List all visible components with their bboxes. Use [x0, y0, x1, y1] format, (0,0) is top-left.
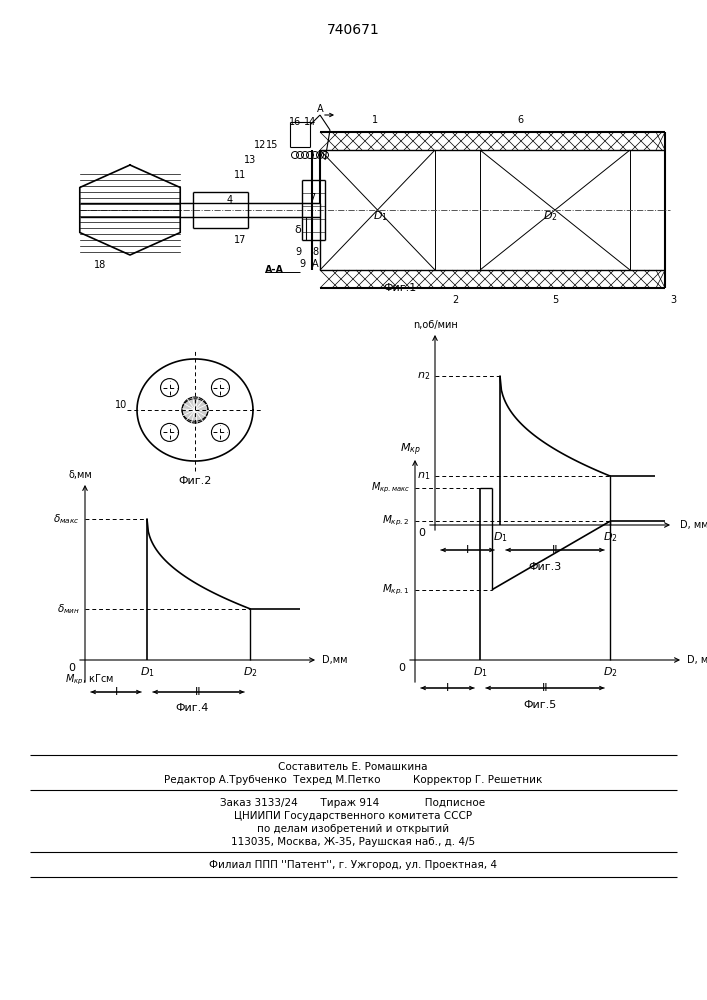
Text: 15: 15 [266, 140, 278, 150]
Text: 0: 0 [68, 663, 75, 673]
Text: 740671: 740671 [327, 23, 380, 37]
Text: $n_1$: $n_1$ [416, 470, 430, 482]
Text: 5: 5 [552, 295, 558, 305]
Text: Фиг.3: Фиг.3 [528, 562, 561, 572]
Text: n,об/мин: n,об/мин [413, 320, 457, 330]
Text: I: I [446, 683, 449, 693]
Text: 3: 3 [670, 295, 676, 305]
Text: 16: 16 [289, 117, 301, 127]
Text: $D_1$: $D_1$ [493, 530, 508, 544]
Text: Фиг.2: Фиг.2 [178, 476, 211, 486]
Text: $δ_{мин}$: $δ_{мин}$ [57, 602, 80, 616]
Text: δ,мм: δ,мм [68, 470, 92, 480]
Text: 1: 1 [372, 115, 378, 125]
Text: I: I [466, 545, 469, 555]
Text: А: А [312, 259, 318, 269]
Text: 14: 14 [304, 117, 316, 127]
Text: 18: 18 [94, 260, 106, 270]
Text: A: A [317, 104, 323, 114]
Text: $D_2$: $D_2$ [602, 665, 617, 679]
Circle shape [182, 397, 208, 423]
Text: 9: 9 [295, 247, 301, 257]
Text: Филиал ППП ''Патент'', г. Ужгород, ул. Проектная, 4: Филиал ППП ''Патент'', г. Ужгород, ул. П… [209, 860, 497, 870]
Text: 12: 12 [254, 140, 267, 150]
Text: $n_2$: $n_2$ [417, 370, 430, 382]
Text: D, мм: D, мм [680, 520, 707, 530]
Text: $D_2$: $D_2$ [602, 530, 617, 544]
Text: $М_{кр}$: $М_{кр}$ [399, 442, 421, 458]
Text: $D_2$: $D_2$ [243, 665, 257, 679]
Text: Фиг.5: Фиг.5 [523, 700, 556, 710]
Text: $D_1$: $D_1$ [472, 665, 487, 679]
Text: 13: 13 [244, 155, 256, 165]
Text: 4: 4 [227, 195, 233, 205]
Text: $М_{кр.макс}$: $М_{кр.макс}$ [370, 481, 410, 495]
Text: Составитель Е. Ромашкина: Составитель Е. Ромашкина [279, 762, 428, 772]
Text: $М_{кр}$, кГсм: $М_{кр}$, кГсм [65, 673, 114, 687]
Text: 2: 2 [452, 295, 458, 305]
Text: по делам изобретений и открытий: по делам изобретений и открытий [257, 824, 449, 834]
Text: II: II [542, 683, 548, 693]
Text: $δ_{макс}$: $δ_{макс}$ [54, 512, 80, 526]
Text: А-А: А-А [265, 265, 284, 275]
Text: 113035, Москва, Ж-35, Раушская наб., д. 4/5: 113035, Москва, Ж-35, Раушская наб., д. … [231, 837, 475, 847]
Text: 6: 6 [517, 115, 523, 125]
Text: II: II [195, 687, 201, 697]
Text: 8: 8 [312, 247, 318, 257]
Text: 10: 10 [115, 400, 127, 410]
Text: 7: 7 [309, 193, 315, 203]
Text: I: I [115, 687, 117, 697]
Text: 11: 11 [234, 170, 246, 180]
Text: Заказ 3133/24       Тираж 914              Подписное: Заказ 3133/24 Тираж 914 Подписное [221, 798, 486, 808]
Text: 0: 0 [398, 663, 405, 673]
Text: Фиг.4: Фиг.4 [176, 703, 209, 713]
Text: 0: 0 [418, 528, 425, 538]
Text: II: II [551, 545, 559, 555]
Text: 9: 9 [299, 259, 305, 269]
Text: D,мм: D,мм [322, 655, 348, 665]
Text: δ: δ [295, 225, 301, 235]
Text: $D_2$: $D_2$ [543, 209, 557, 223]
Text: $М_{кр.2}$: $М_{кр.2}$ [382, 514, 410, 528]
Text: Фиг.1: Фиг.1 [383, 283, 416, 293]
Text: 17: 17 [234, 235, 246, 245]
Text: $М_{кр.1}$: $М_{кр.1}$ [382, 582, 410, 597]
Text: D, мм: D, мм [687, 655, 707, 665]
Text: $D_1$: $D_1$ [139, 665, 154, 679]
Text: Редактор А.Трубченко  Техред М.Петко          Корректор Г. Решетник: Редактор А.Трубченко Техред М.Петко Корр… [164, 775, 542, 785]
Text: $D_1$: $D_1$ [373, 209, 387, 223]
Text: ЦНИИПИ Государственного комитета СССР: ЦНИИПИ Государственного комитета СССР [234, 811, 472, 821]
